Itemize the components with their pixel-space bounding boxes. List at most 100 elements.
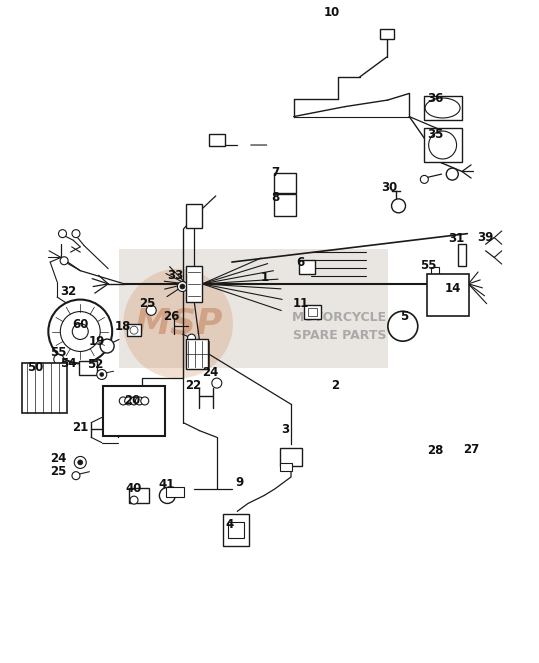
Circle shape (74, 456, 86, 469)
Text: 52: 52 (87, 358, 103, 371)
Circle shape (123, 269, 233, 379)
Text: 6: 6 (296, 255, 305, 269)
Circle shape (450, 280, 468, 298)
Text: 10: 10 (323, 6, 340, 19)
Circle shape (130, 397, 138, 405)
Text: 2: 2 (331, 379, 339, 392)
Circle shape (60, 312, 100, 351)
Text: 1: 1 (261, 271, 270, 284)
Text: 28: 28 (427, 444, 443, 457)
Circle shape (141, 397, 149, 405)
Circle shape (146, 306, 156, 316)
Bar (280, 463, 292, 471)
Text: 11: 11 (293, 297, 309, 310)
Circle shape (59, 229, 66, 237)
Text: 55: 55 (51, 346, 67, 359)
Text: MOTORCYCLE
SPARE PARTS: MOTORCYCLE SPARE PARTS (292, 311, 387, 341)
Text: 25: 25 (51, 465, 67, 478)
Text: 8: 8 (271, 192, 279, 204)
Circle shape (420, 176, 429, 184)
Circle shape (188, 334, 196, 342)
Bar (299, 260, 315, 274)
Text: 24: 24 (202, 366, 218, 379)
Circle shape (160, 487, 175, 503)
Bar (424, 127, 461, 162)
Bar (274, 173, 295, 193)
Bar (79, 361, 97, 375)
Circle shape (78, 460, 83, 465)
Text: 24: 24 (51, 452, 67, 465)
Text: 26: 26 (163, 310, 180, 324)
Bar (186, 339, 208, 369)
Bar (129, 488, 149, 503)
Text: 55: 55 (420, 259, 437, 272)
Text: 22: 22 (185, 379, 201, 392)
Bar (431, 267, 439, 287)
Text: 32: 32 (60, 285, 76, 298)
Bar (103, 386, 165, 436)
Ellipse shape (425, 98, 460, 118)
Bar (424, 96, 461, 120)
Text: 60: 60 (72, 318, 88, 332)
Text: 27: 27 (463, 443, 479, 455)
Circle shape (177, 282, 188, 292)
Text: 21: 21 (72, 421, 88, 434)
Text: 20: 20 (125, 394, 141, 408)
Text: 7: 7 (271, 166, 279, 179)
Circle shape (391, 199, 405, 213)
Text: 41: 41 (158, 479, 175, 491)
Text: 40: 40 (126, 483, 142, 495)
Bar (167, 487, 184, 497)
Text: 5: 5 (400, 310, 408, 324)
Bar (127, 324, 141, 336)
Circle shape (97, 369, 107, 379)
Bar (186, 266, 202, 302)
Text: 14: 14 (445, 282, 461, 295)
Text: 33: 33 (167, 269, 184, 282)
Circle shape (49, 300, 112, 363)
Bar (228, 522, 244, 538)
Circle shape (130, 496, 138, 504)
Text: 19: 19 (88, 335, 105, 348)
Bar (186, 204, 202, 228)
Bar (119, 249, 388, 368)
Text: 31: 31 (448, 233, 465, 245)
Circle shape (100, 373, 104, 377)
Bar (427, 274, 469, 316)
Text: 4: 4 (225, 518, 233, 531)
Circle shape (60, 257, 68, 265)
Text: 39: 39 (478, 231, 494, 244)
Circle shape (446, 168, 458, 180)
Text: 25: 25 (139, 297, 155, 310)
Bar (303, 305, 321, 319)
Text: 36: 36 (427, 92, 443, 105)
Text: 9: 9 (236, 476, 244, 489)
Circle shape (135, 397, 143, 405)
Circle shape (388, 311, 418, 341)
Bar (209, 134, 225, 146)
Circle shape (130, 326, 138, 334)
Text: 50: 50 (27, 361, 44, 375)
Text: 35: 35 (427, 128, 443, 141)
Circle shape (72, 471, 80, 479)
Bar (280, 448, 302, 466)
Bar (223, 514, 249, 546)
Circle shape (125, 397, 133, 405)
Text: 18: 18 (115, 320, 132, 333)
Circle shape (54, 354, 64, 364)
Bar (308, 308, 317, 316)
Circle shape (180, 284, 185, 289)
Circle shape (72, 324, 88, 339)
Bar (22, 363, 67, 413)
Text: 30: 30 (381, 181, 397, 194)
Circle shape (100, 339, 114, 353)
Circle shape (119, 397, 127, 405)
Text: 3: 3 (281, 423, 289, 436)
Bar (274, 194, 295, 215)
Bar (458, 245, 466, 267)
Text: MSP: MSP (134, 306, 223, 341)
Bar (379, 29, 393, 39)
Text: 54: 54 (60, 357, 76, 370)
Circle shape (212, 378, 222, 388)
Circle shape (429, 131, 457, 159)
